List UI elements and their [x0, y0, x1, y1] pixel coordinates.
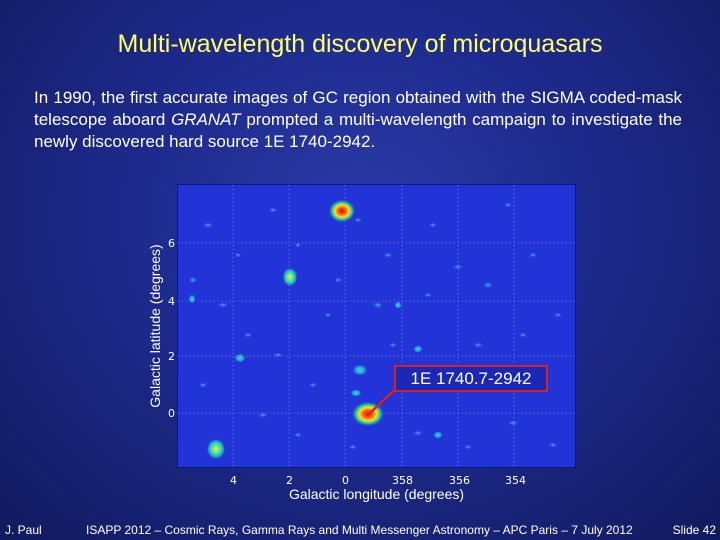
source-west: [282, 267, 298, 287]
faint-source-7: [413, 345, 423, 353]
y-axis-label-text: Galactic latitude (degrees): [147, 244, 163, 408]
footer-author: J. Paul: [5, 523, 42, 537]
slide-title: Multi-wavelength discovery of microquasa…: [117, 30, 603, 58]
intro-text-end: prompted a multi-wavelength campaign to …: [34, 110, 682, 151]
y-tick-0: 0: [168, 407, 175, 420]
y-tick-4: 4: [168, 295, 175, 308]
sky-map-image: [177, 184, 576, 468]
intro-paragraph: In 1990, the first accurate images of GC…: [34, 87, 682, 153]
bright-source-north: [328, 199, 356, 223]
y-tick-6: 6: [168, 237, 175, 250]
footer-conference: ISAPP 2012 – Cosmic Rays, Gamma Rays and…: [86, 523, 633, 537]
x-tick-356: 356: [449, 474, 470, 487]
x-axis-label: Galactic longitude (degrees): [288, 486, 465, 502]
faint-source-1: [188, 294, 196, 304]
x-tick-0: 0: [342, 474, 349, 487]
x-tick-4: 4: [230, 474, 237, 487]
y-tick-2: 2: [168, 350, 175, 363]
faint-source-6: [394, 301, 402, 309]
intro-text-start: In 1990, the first accurate images of GC…: [34, 88, 682, 129]
faint-source-4: [350, 389, 362, 397]
source-southwest: [206, 438, 226, 460]
faint-source-5: [433, 431, 443, 439]
y-axis-label: Galactic latitude (degrees): [147, 226, 163, 426]
footer-slide-number: Slide 42: [672, 523, 716, 537]
sky-map-svg: [178, 185, 575, 467]
source-callout-label: 1E 1740.7-2942: [394, 365, 548, 392]
x-tick-354: 354: [505, 474, 526, 487]
faint-source-2: [234, 353, 246, 363]
intro-satellite-name: GRANAT: [171, 110, 241, 129]
x-tick-2: 2: [286, 474, 293, 487]
x-tick-358: 358: [392, 474, 413, 487]
faint-source-3: [352, 364, 368, 376]
